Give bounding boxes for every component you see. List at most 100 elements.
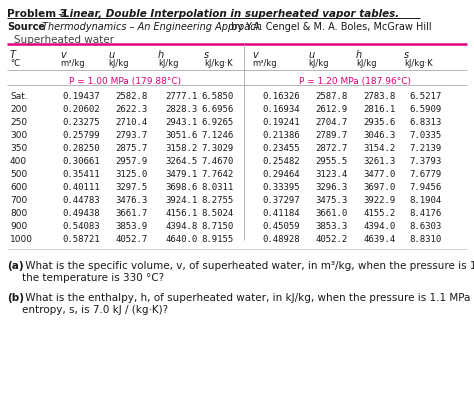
Text: 4052.7: 4052.7 (116, 235, 148, 244)
Text: 2872.7: 2872.7 (316, 144, 348, 153)
Text: (b): (b) (7, 293, 24, 303)
Text: 2777.1: 2777.1 (166, 92, 198, 101)
Text: 3475.3: 3475.3 (316, 196, 348, 205)
Text: kJ/kg: kJ/kg (158, 59, 179, 68)
Text: 2704.7: 2704.7 (316, 118, 348, 127)
Text: 2793.7: 2793.7 (116, 131, 148, 140)
Text: 3158.2: 3158.2 (166, 144, 198, 153)
Text: by Y.A. Cengel & M. A. Boles, McGraw Hill: by Y.A. Cengel & M. A. Boles, McGraw Hil… (228, 22, 432, 32)
Text: 400: 400 (10, 157, 27, 166)
Text: 2875.7: 2875.7 (116, 144, 148, 153)
Text: 0.16326: 0.16326 (263, 92, 300, 101)
Text: T: T (10, 50, 16, 60)
Text: 7.2139: 7.2139 (410, 144, 442, 153)
Text: 3154.2: 3154.2 (364, 144, 396, 153)
Text: h: h (158, 50, 164, 60)
Text: h: h (356, 50, 362, 60)
Text: kJ/kg: kJ/kg (308, 59, 328, 68)
Text: 8.6303: 8.6303 (410, 222, 442, 231)
Text: 8.1904: 8.1904 (410, 196, 442, 205)
Text: kJ/kg·K: kJ/kg·K (204, 59, 233, 68)
Text: 8.8310: 8.8310 (410, 235, 442, 244)
Text: 0.28250: 0.28250 (63, 144, 100, 153)
Text: 0.35411: 0.35411 (63, 170, 100, 179)
Text: P = 1.20 MPa (187.96°C): P = 1.20 MPa (187.96°C) (300, 77, 411, 86)
Text: 4156.1: 4156.1 (166, 209, 198, 218)
Text: 6.9265: 6.9265 (202, 118, 234, 127)
Text: 2783.8: 2783.8 (364, 92, 396, 101)
Text: What is the specific volume, v, of superheated water, in m³/kg, when the pressur: What is the specific volume, v, of super… (22, 261, 474, 282)
Text: 6.5909: 6.5909 (410, 105, 442, 114)
Text: 2710.4: 2710.4 (116, 118, 148, 127)
Text: 800: 800 (10, 209, 27, 218)
Text: m³/kg: m³/kg (252, 59, 277, 68)
Text: 2622.3: 2622.3 (116, 105, 148, 114)
Text: 2789.7: 2789.7 (316, 131, 348, 140)
Text: 0.30661: 0.30661 (63, 157, 100, 166)
Text: v: v (60, 50, 66, 60)
Text: 0.54083: 0.54083 (63, 222, 100, 231)
Text: 3051.6: 3051.6 (166, 131, 198, 140)
Text: 7.3793: 7.3793 (410, 157, 442, 166)
Text: 7.6779: 7.6779 (410, 170, 442, 179)
Text: 0.41184: 0.41184 (263, 209, 300, 218)
Text: kJ/kg: kJ/kg (356, 59, 376, 68)
Text: 6.6956: 6.6956 (202, 105, 234, 114)
Text: 7.3029: 7.3029 (202, 144, 234, 153)
Text: 8.2755: 8.2755 (202, 196, 234, 205)
Text: 2935.6: 2935.6 (364, 118, 396, 127)
Text: 4640.0: 4640.0 (166, 235, 198, 244)
Text: 0.48928: 0.48928 (263, 235, 300, 244)
Text: 3046.3: 3046.3 (364, 131, 396, 140)
Text: °C: °C (10, 59, 20, 68)
Text: 3479.1: 3479.1 (166, 170, 198, 179)
Text: 7.4670: 7.4670 (202, 157, 234, 166)
Text: 7.7642: 7.7642 (202, 170, 234, 179)
Text: s: s (204, 50, 209, 60)
Text: 3698.6: 3698.6 (166, 183, 198, 192)
Text: u: u (308, 50, 314, 60)
Text: 4639.4: 4639.4 (364, 235, 396, 244)
Text: 8.9155: 8.9155 (202, 235, 234, 244)
Text: –: – (55, 9, 67, 19)
Text: 0.40111: 0.40111 (63, 183, 100, 192)
Text: P = 1.00 MPa (179.88°C): P = 1.00 MPa (179.88°C) (69, 77, 182, 86)
Text: 2587.8: 2587.8 (316, 92, 348, 101)
Text: 4394.8: 4394.8 (166, 222, 198, 231)
Text: 0.25799: 0.25799 (63, 131, 100, 140)
Text: 3853.9: 3853.9 (116, 222, 148, 231)
Text: 2828.3: 2828.3 (166, 105, 198, 114)
Text: 4155.2: 4155.2 (364, 209, 396, 218)
Text: kJ/kg: kJ/kg (108, 59, 128, 68)
Text: 0.23455: 0.23455 (263, 144, 300, 153)
Text: 200: 200 (10, 105, 27, 114)
Text: 2582.8: 2582.8 (116, 92, 148, 101)
Text: 6.5850: 6.5850 (202, 92, 234, 101)
Text: 3853.3: 3853.3 (316, 222, 348, 231)
Text: 7.0335: 7.0335 (410, 131, 442, 140)
Text: 8.5024: 8.5024 (202, 209, 234, 218)
Text: 3661.0: 3661.0 (316, 209, 348, 218)
Text: 2816.1: 2816.1 (364, 105, 396, 114)
Text: Superheated water: Superheated water (14, 35, 114, 45)
Text: 6.5217: 6.5217 (410, 92, 442, 101)
Text: 7.1246: 7.1246 (202, 131, 234, 140)
Text: 300: 300 (10, 131, 27, 140)
Text: 0.44783: 0.44783 (63, 196, 100, 205)
Text: 8.4176: 8.4176 (410, 209, 442, 218)
Text: 0.16934: 0.16934 (263, 105, 300, 114)
Text: 0.58721: 0.58721 (63, 235, 100, 244)
Text: 7.9456: 7.9456 (410, 183, 442, 192)
Text: 2957.9: 2957.9 (116, 157, 148, 166)
Text: 3476.3: 3476.3 (116, 196, 148, 205)
Text: u: u (108, 50, 114, 60)
Text: 3697.0: 3697.0 (364, 183, 396, 192)
Text: 0.49438: 0.49438 (63, 209, 100, 218)
Text: 3924.1: 3924.1 (166, 196, 198, 205)
Text: 4052.2: 4052.2 (316, 235, 348, 244)
Text: 0.19241: 0.19241 (263, 118, 300, 127)
Text: (a): (a) (7, 261, 24, 271)
Text: Sat.: Sat. (10, 92, 28, 101)
Text: Thermodynamics – An Engineering Approach: Thermodynamics – An Engineering Approach (42, 22, 262, 32)
Text: 900: 900 (10, 222, 27, 231)
